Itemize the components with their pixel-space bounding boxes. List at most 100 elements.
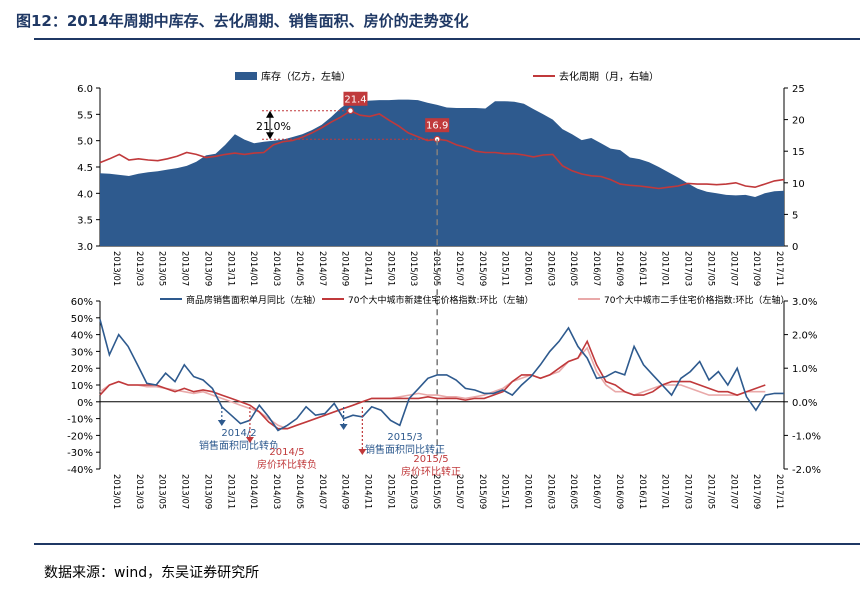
chart1-left-tick-label: 4.5	[77, 163, 93, 174]
chart2-x-tick-label: 2013/01	[111, 474, 121, 509]
chart2-x-tick-label: 2014/11	[362, 474, 372, 509]
chart2-x-tick-label: 2013/03	[134, 474, 144, 509]
chart2-x-tick-label: 2015/11	[500, 474, 510, 509]
chart1-left-tick-label: 5.5	[77, 110, 93, 121]
chart1-x-tick-label: 2014/09	[340, 251, 350, 286]
chart2-left-tick-label: 40%	[71, 331, 93, 342]
sales-yoy-line	[99, 319, 784, 432]
inventory-area	[100, 99, 784, 246]
price-turn-up-arrow-head	[358, 449, 367, 455]
chart2-x-tick-label: 2017/09	[751, 474, 761, 509]
chart2-legend-label: 70个大中城市新建住宅价格指数:环比（左轴）	[348, 294, 534, 306]
chart1-left-tick-label: 3.5	[77, 216, 93, 227]
peak-callout-text: 21.4	[344, 94, 366, 105]
chart2-x-tick-label: 2017/07	[728, 474, 738, 509]
chart1-x-tick-label: 2016/01	[523, 251, 533, 286]
chart2-x-tick-label: 2017/11	[774, 474, 784, 509]
chart2-x-tick-label: 2015/03	[408, 474, 418, 509]
price-turn-down-date: 2014/5	[269, 447, 304, 458]
chart1-x-tick-label: 2014/01	[248, 251, 258, 286]
sales-turn-down-caption: 销售面积同比转负	[199, 439, 279, 452]
chart2-left-tick-label: 0%	[77, 398, 93, 409]
chart1-right-tick-label: 15	[792, 147, 805, 158]
chart2-left-tick-label: 50%	[71, 314, 93, 325]
chart1-x-tick-label: 2016/11	[637, 251, 647, 286]
chart2-x-tick-label: 2016/01	[523, 474, 533, 509]
chart1-x-tick-label: 2015/03	[408, 251, 418, 286]
legend-destock-label: 去化周期（月，右轴）	[559, 70, 659, 83]
chart1-right-tick-label: 5	[792, 210, 798, 221]
price-turn-down-caption: 房价环比转负	[257, 458, 317, 471]
chart1-x-tick-label: 2015/05	[431, 251, 441, 286]
chart1-left-tick-label: 3.0	[77, 242, 93, 253]
chart1-x-tick-label: 2017/07	[728, 251, 738, 286]
chart2-right-tick-label: -2.0%	[792, 465, 821, 476]
chart1-x-tick-label: 2014/05	[294, 251, 304, 286]
chart2-left-tick-label: -30%	[67, 448, 93, 459]
chart1-x-tick-label: 2014/03	[271, 251, 281, 286]
gap-arrow-head-down	[266, 132, 274, 140]
chart2-x-tick-label: 2014/09	[340, 474, 350, 509]
chart2-x-tick-label: 2016/09	[614, 474, 624, 509]
chart2-left-tick-label: -20%	[67, 431, 93, 442]
chart1-x-tick-label: 2015/01	[385, 251, 395, 286]
chart1-x-tick-label: 2017/09	[751, 251, 761, 286]
price-turn-up-date: 2015/5	[413, 454, 448, 465]
chart1-x-tick-label: 2015/11	[500, 251, 510, 286]
chart2-x-tick-label: 2015/07	[454, 474, 464, 509]
footer-rule	[34, 543, 860, 545]
chart2-left-tick-label: 20%	[71, 364, 93, 375]
chart1-left-tick-label: 6.0	[77, 84, 93, 95]
chart2-x-tick-label: 2013/09	[202, 474, 212, 509]
source-note: 数据来源：wind，东吴证券研究所	[44, 565, 260, 581]
chart1-x-tick-label: 2017/03	[683, 251, 693, 286]
second-home-price-line	[99, 346, 766, 430]
chart1-x-tick-label: 2014/07	[317, 251, 327, 286]
chart2-x-tick-label: 2016/03	[545, 474, 555, 509]
sales-turn-down-date: 2014/2	[221, 428, 256, 439]
chart1-x-tick-label: 2016/03	[545, 251, 555, 286]
chart2-x-tick-label: 2017/05	[705, 474, 715, 509]
chart1-x-tick-label: 2016/05	[568, 251, 578, 286]
chart2-x-tick-label: 2015/01	[385, 474, 395, 509]
legend-inventory-swatch	[235, 72, 257, 80]
chart2-x-tick-label: 2013/05	[157, 474, 167, 509]
chart2-x-tick-label: 2015/09	[477, 474, 487, 509]
chart1-x-tick-label: 2016/09	[614, 251, 624, 286]
chart2-x-tick-label: 2013/07	[180, 474, 190, 509]
chart1-right-tick-label: 25	[792, 84, 805, 95]
peak-point	[347, 107, 354, 115]
sales-turn-up-date: 2015/3	[387, 432, 422, 443]
gap-arrow-head-up	[266, 110, 274, 118]
price-turn-up-caption: 房价环比转正	[401, 465, 461, 478]
chart1-x-tick-label: 2013/07	[180, 251, 190, 286]
chart1-right-tick-label: 20	[792, 116, 805, 127]
chart1-x-tick-label: 2013/01	[111, 251, 121, 286]
chart2-right-tick-label: -1.0%	[792, 431, 821, 442]
sales-turn-down-arrow-head	[217, 420, 226, 426]
chart2-left-tick-label: -40%	[67, 465, 93, 476]
chart2-x-tick-label: 2017/01	[660, 474, 670, 509]
chart2-x-tick-label: 2017/03	[683, 474, 693, 509]
chart1-x-tick-label: 2015/07	[454, 251, 464, 286]
chart1-x-tick-label: 2017/05	[705, 251, 715, 286]
chart2-legend-label: 商品房销售面积单月同比（左轴）	[186, 294, 321, 306]
chart2-x-tick-label: 2016/05	[568, 474, 578, 509]
chart2-left-tick-label: 10%	[71, 381, 93, 392]
chart2-right-tick-label: 0.0%	[792, 398, 817, 409]
chart1-x-tick-label: 2015/09	[477, 251, 487, 286]
chart1-x-tick-label: 2013/03	[134, 251, 144, 286]
trough-callout-box	[425, 118, 450, 133]
chart2-x-tick-label: 2016/11	[637, 474, 647, 509]
chart1-x-tick-label: 2014/11	[362, 251, 372, 286]
figure-title: 图12：2014年周期中库存、去化周期、销售面积、房价的走势变化	[16, 12, 469, 30]
chart2-left-tick-label: 30%	[71, 347, 93, 358]
chart2-legend-label: 70个大中城市二手住宅价格指数:环比（左轴）	[604, 294, 790, 306]
chart1-x-tick-label: 2013/05	[157, 251, 167, 286]
new-home-price-line	[99, 339, 766, 430]
chart2-right-tick-label: 2.0%	[792, 331, 817, 342]
chart1-left-tick-label: 4.0	[77, 189, 93, 200]
sales-turn-up-arrow-head	[339, 424, 348, 430]
chart2-x-tick-label: 2014/07	[317, 474, 327, 509]
